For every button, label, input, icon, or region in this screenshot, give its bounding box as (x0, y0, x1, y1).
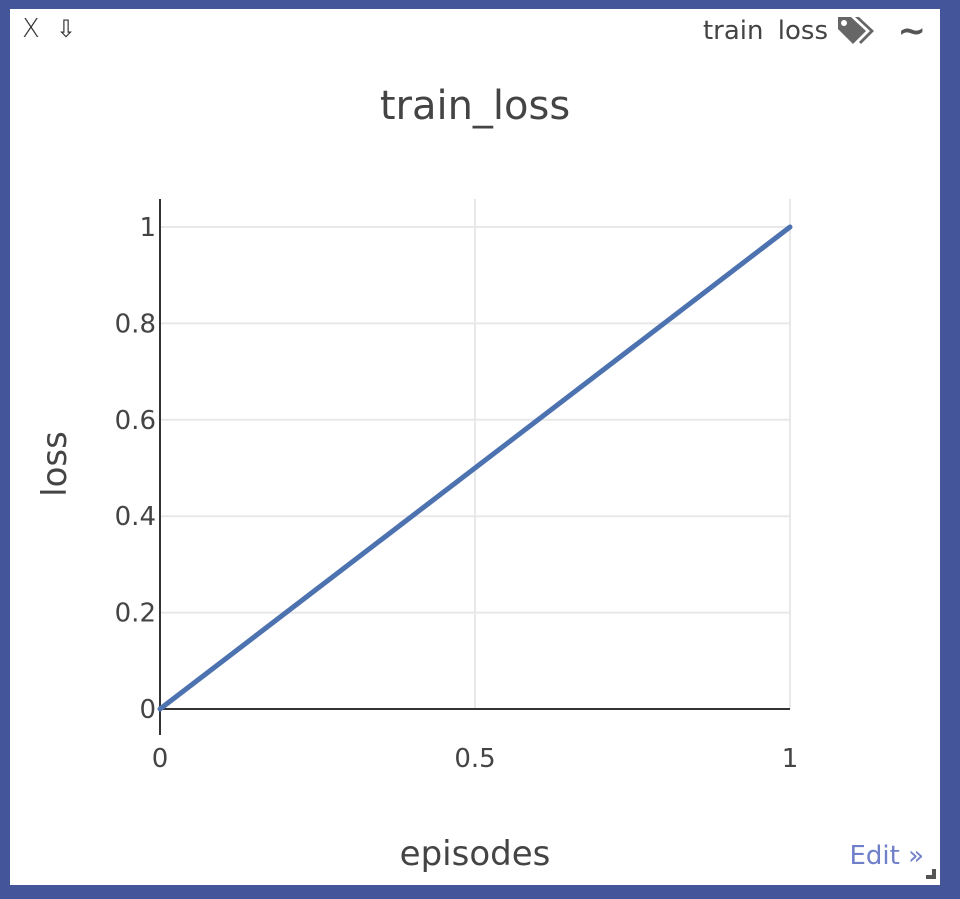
series-line (157, 224, 793, 712)
y-tick-label: 1 (139, 213, 156, 243)
y-axis-label: loss (35, 431, 75, 497)
chart-title: train_loss (380, 83, 570, 129)
line-chart: train_loss 0 0.2 0.4 0.6 0.8 1 0 0.5 1 episodes los… (35, 83, 799, 874)
x-tick-label: 0.5 (454, 744, 495, 774)
x-axis-label: episodes (400, 834, 551, 874)
window-title: train loss (702, 16, 828, 46)
x-tick-label: 0 (152, 744, 169, 774)
download-icon[interactable]: ⇩ (56, 15, 77, 43)
resize-icon[interactable] (926, 869, 936, 879)
plot-window: X ⇩ train loss ~ train_loss 0 0.2 0.4 0.6 0.8… (10, 9, 940, 885)
y-tick-label: 0.4 (115, 502, 156, 532)
tag-icon[interactable] (836, 14, 876, 48)
close-icon[interactable]: X (22, 14, 40, 44)
x-tick-label: 1 (782, 744, 799, 774)
smooth-icon[interactable]: ~ (897, 11, 927, 51)
y-tick-label: 0.2 (115, 599, 156, 629)
y-tick-label: 0.8 (115, 309, 156, 339)
edit-link[interactable]: Edit » (849, 841, 924, 871)
y-tick-label: 0.6 (115, 406, 156, 436)
window-toolbar: X ⇩ train loss ~ (10, 9, 940, 53)
y-tick-label: 0 (139, 695, 156, 725)
